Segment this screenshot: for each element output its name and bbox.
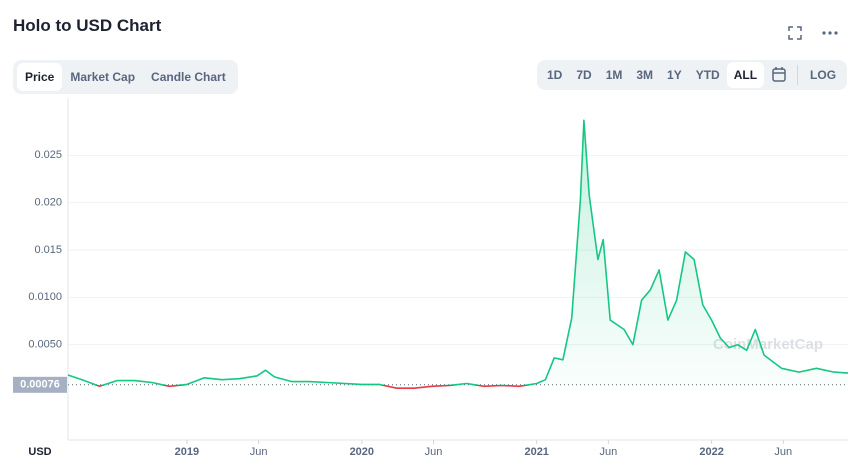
separator: [797, 65, 799, 85]
x-tick-label: Jun: [600, 446, 618, 458]
baseline-label-bg: [13, 376, 67, 393]
range-button[interactable]: ALL: [726, 62, 765, 88]
range-button[interactable]: 7D: [576, 68, 592, 82]
range-button[interactable]: 1M: [605, 68, 623, 82]
more-icon[interactable]: [820, 24, 840, 42]
fullscreen-icon[interactable]: [786, 24, 804, 42]
baseline-label: 0.00076: [20, 379, 60, 391]
log-button[interactable]: LOG: [810, 68, 837, 82]
chart-tabs: Price Market Cap Candle Chart: [13, 60, 238, 94]
range-button[interactable]: 3M: [636, 68, 654, 82]
chart-title: Holo to USD Chart: [13, 16, 162, 35]
y-tick-label: 0.025: [34, 149, 62, 161]
tab[interactable]: Price: [17, 63, 63, 91]
range-selector: 1D 7D 1M 3M 1Y YTD ALL LOG: [537, 60, 847, 90]
x-tick-label: Jun: [425, 446, 443, 458]
y-tick-label: 0.0050: [28, 339, 62, 351]
x-tick-label: Jun: [250, 446, 268, 458]
range-button[interactable]: 1Y: [667, 68, 682, 82]
x-tick-label: 2021: [524, 446, 548, 458]
x-tick-label: Jun: [774, 446, 792, 458]
y-tick-label: 0.015: [34, 244, 62, 256]
price-area: [68, 120, 848, 389]
tab[interactable]: Market Cap: [70, 70, 136, 84]
currency-label: USD: [28, 446, 51, 458]
range-button[interactable]: 1D: [547, 68, 563, 82]
calendar-icon[interactable]: [766, 65, 792, 85]
x-tick-label: 2022: [699, 446, 723, 458]
x-tick-label: 2019: [175, 446, 199, 458]
price-line: [67, 119, 849, 389]
y-tick-label: 0.0100: [28, 291, 62, 303]
range-button[interactable]: YTD: [695, 68, 720, 82]
x-tick-label: 2020: [350, 446, 374, 458]
y-tick-label: 0.020: [34, 197, 62, 209]
tab[interactable]: Candle Chart: [151, 70, 226, 84]
